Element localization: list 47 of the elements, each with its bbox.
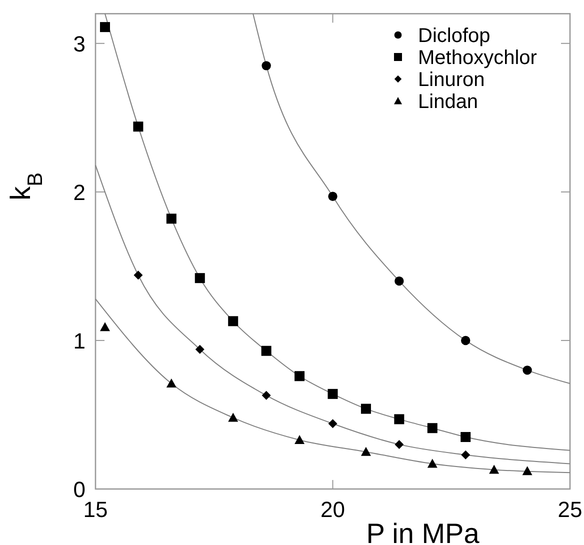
point xyxy=(100,22,110,32)
x-axis-title: P in MPa xyxy=(366,518,480,545)
point xyxy=(195,344,204,354)
point xyxy=(294,371,305,382)
y-tick-label: 0 xyxy=(73,477,86,502)
point xyxy=(360,446,371,456)
point xyxy=(133,122,144,132)
point xyxy=(228,316,238,326)
x-tick-label: 20 xyxy=(320,497,345,522)
line-series xyxy=(95,164,570,464)
point xyxy=(394,414,404,424)
point xyxy=(394,276,404,286)
x-tick-label: 15 xyxy=(83,497,108,522)
point xyxy=(262,390,271,400)
point xyxy=(134,270,143,280)
legend-label: Diclofop xyxy=(418,25,490,47)
point xyxy=(461,450,470,460)
point xyxy=(194,273,205,284)
point xyxy=(522,366,532,375)
legend-label: Methoxychlor xyxy=(418,47,538,69)
y-tick-label: 3 xyxy=(73,31,86,56)
point xyxy=(166,378,176,388)
y-tick-label: 2 xyxy=(73,180,86,205)
line-series xyxy=(104,13,570,451)
legend-label: Lindan xyxy=(418,91,478,113)
point xyxy=(261,346,272,356)
point xyxy=(522,466,532,476)
legend-label: Linuron xyxy=(418,69,485,91)
point xyxy=(461,336,470,346)
point xyxy=(427,458,438,468)
point xyxy=(427,423,438,434)
point xyxy=(262,61,271,70)
point xyxy=(166,214,176,224)
x-tick-label: 25 xyxy=(558,497,582,522)
point xyxy=(460,432,471,442)
point xyxy=(360,404,371,414)
point xyxy=(328,192,338,201)
point xyxy=(228,412,238,422)
line-series xyxy=(95,298,570,474)
point xyxy=(489,464,500,474)
point xyxy=(328,388,338,399)
y-tick-label: 1 xyxy=(73,328,86,354)
point xyxy=(294,434,305,444)
point xyxy=(100,322,110,332)
line-series xyxy=(252,13,570,384)
point xyxy=(328,419,338,428)
point xyxy=(394,440,404,449)
